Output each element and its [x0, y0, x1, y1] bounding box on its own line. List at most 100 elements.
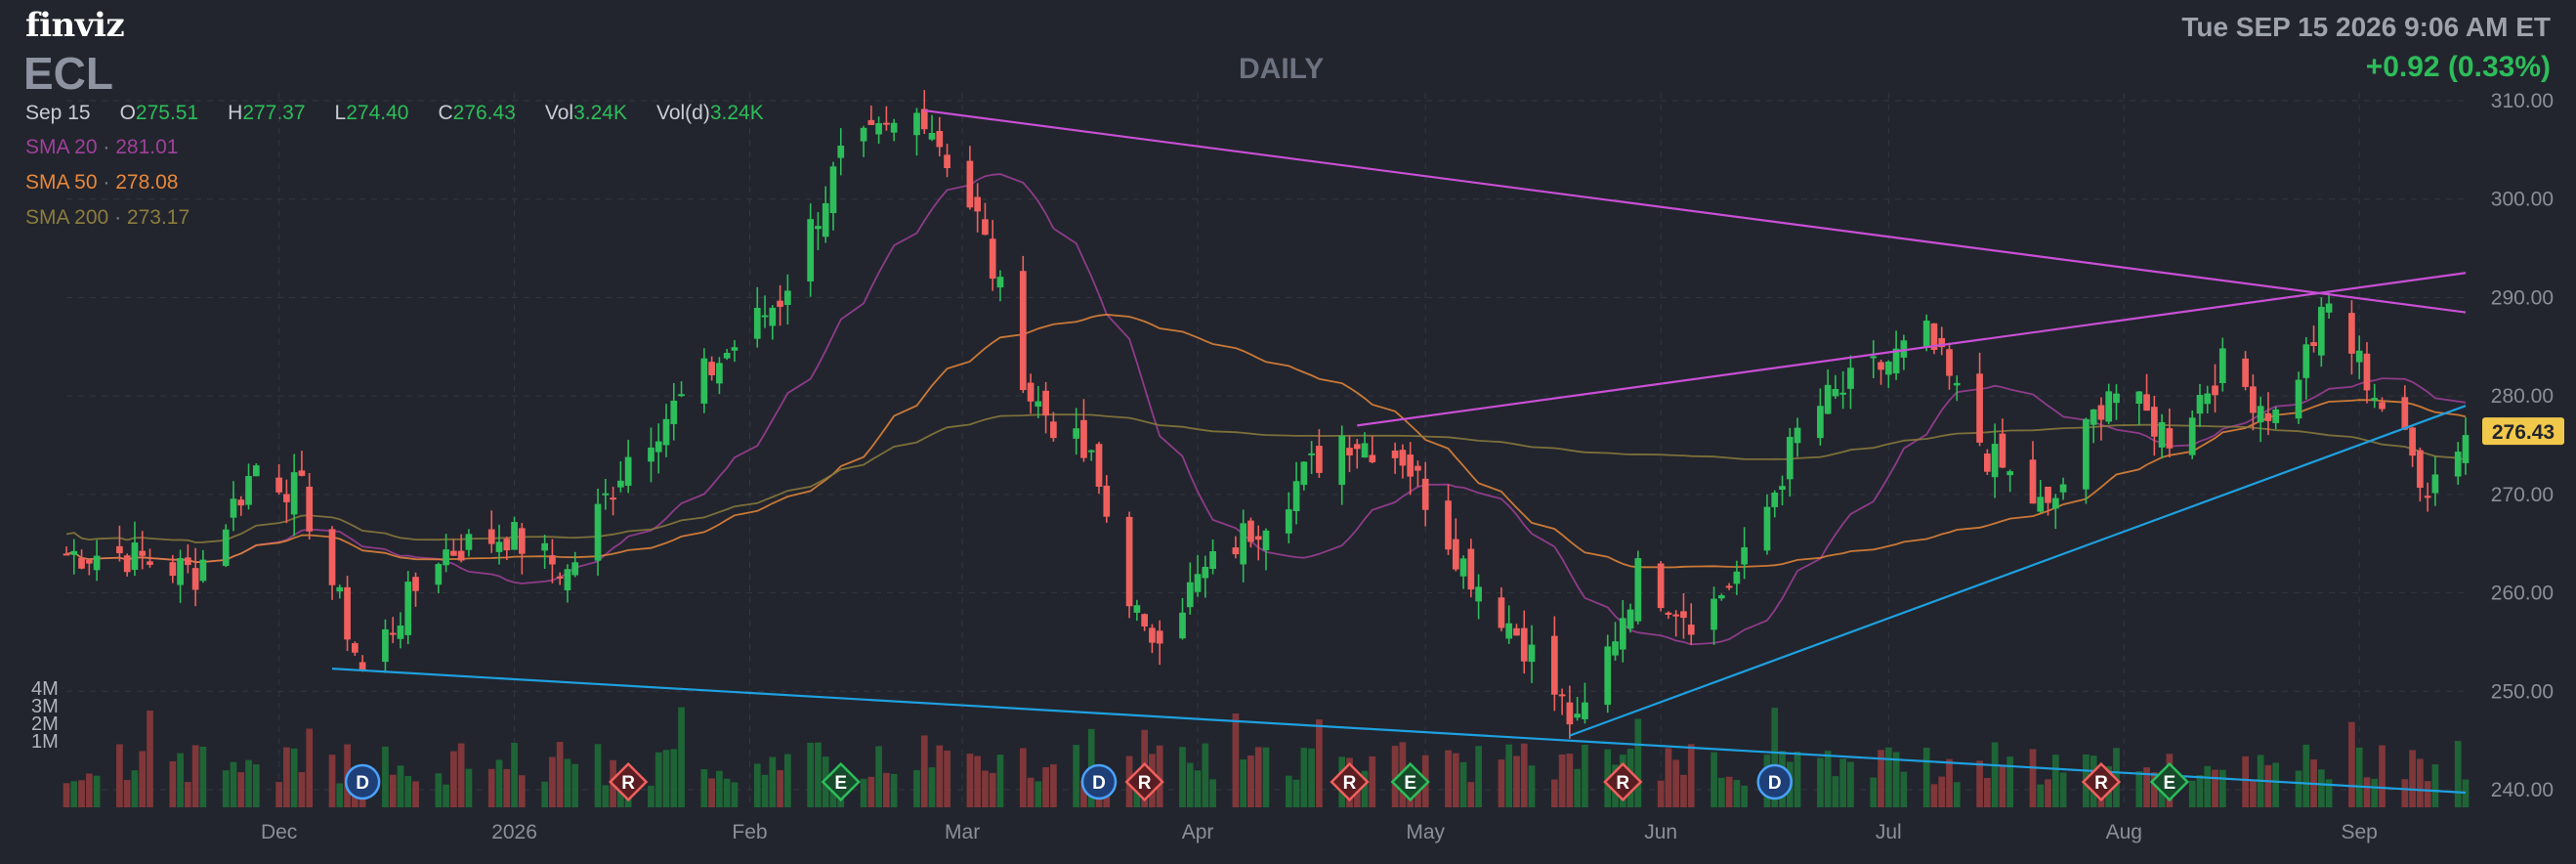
volume-bar — [1991, 742, 1999, 807]
volume-bar — [1300, 748, 1308, 807]
blue-trendline[interactable] — [1569, 405, 2467, 737]
volume-bar — [63, 783, 70, 807]
volume-bar — [70, 781, 78, 807]
volume-bar — [966, 754, 974, 807]
candle-body — [1999, 433, 2006, 468]
volume-bar — [2037, 784, 2045, 807]
candle-body — [1634, 558, 1642, 622]
event-marker-r[interactable]: R — [2081, 761, 2122, 802]
event-marker-d[interactable]: D — [1080, 763, 1118, 800]
rating-icon — [1603, 761, 1643, 802]
volume-bar — [1080, 780, 1087, 807]
candle-body — [936, 131, 944, 148]
volume-bar — [731, 782, 739, 807]
x-tick-label: Feb — [732, 821, 767, 843]
event-marker-r[interactable]: R — [1603, 761, 1643, 802]
candle-body — [670, 400, 678, 424]
event-letter: D — [1092, 773, 1106, 794]
candle-body — [2250, 386, 2257, 413]
volume-bar — [518, 775, 526, 807]
candle-body — [147, 561, 153, 565]
candle-body — [1582, 702, 1588, 719]
candle-body — [1619, 618, 1626, 650]
candle-body — [93, 555, 101, 571]
sma20-value: 281.01 — [115, 136, 179, 158]
candle-body — [1459, 558, 1467, 577]
volume-bar — [1574, 768, 1582, 807]
candle-body — [1528, 644, 1536, 663]
volume-bar — [1878, 750, 1884, 807]
chart-period[interactable]: DAILY — [1239, 53, 1325, 85]
event-marker-r[interactable]: R — [608, 761, 649, 802]
volume-bar — [2250, 779, 2257, 807]
rating-icon — [1330, 761, 1370, 802]
volume-bar — [1194, 770, 1202, 807]
x-tick-label: Mar — [945, 821, 980, 843]
event-marker-r[interactable]: R — [1124, 761, 1164, 802]
volume-bar — [1953, 782, 1961, 807]
volume-bar — [2424, 781, 2431, 807]
volume-bar — [700, 768, 708, 807]
event-marker-d[interactable]: D — [344, 763, 381, 800]
candle-body — [1892, 348, 1900, 373]
ohlc-readout: Sep 15 O 275.51 H 277.37 L 274.40 C 276.… — [25, 102, 764, 125]
candle-body — [1878, 362, 1884, 370]
volume-bar — [678, 707, 685, 807]
sma200-legend[interactable]: SMA 200 · 273.17 — [25, 206, 190, 229]
candle-body — [1771, 492, 1779, 507]
x-tick-label: Apr — [1182, 821, 1214, 843]
volume-bar — [1794, 752, 1801, 807]
sma50-value: 278.08 — [115, 171, 179, 194]
finviz-logo[interactable]: finviz — [25, 6, 125, 45]
candle-body — [298, 470, 306, 476]
candle-body — [2204, 393, 2212, 405]
volume-bar — [602, 785, 610, 807]
candle-body — [564, 569, 571, 591]
candle-body — [1202, 566, 1209, 579]
volume-bar — [1202, 743, 1209, 807]
quote-datetime: Tue SEP 15 2026 9:06 AM ET — [2181, 12, 2551, 42]
volume-bar — [237, 772, 245, 807]
candle-body — [2401, 397, 2409, 430]
candle-body — [2150, 407, 2158, 437]
candle-body — [2379, 402, 2386, 410]
event-marker-d[interactable]: D — [1756, 763, 1793, 800]
volume-bar — [1353, 782, 1361, 807]
volume-bar — [928, 767, 936, 807]
candle-body — [1520, 627, 1528, 662]
volume-bar — [2325, 779, 2333, 807]
candle-body — [1794, 427, 1801, 444]
volume-bar — [2363, 777, 2371, 807]
candle-body — [807, 219, 815, 281]
candle-body — [1824, 384, 1832, 414]
volume-bar — [875, 746, 882, 807]
event-marker-e[interactable]: E — [2149, 761, 2190, 802]
sma20-legend[interactable]: SMA 20 · 281.01 — [25, 136, 179, 158]
candle-body — [1566, 702, 1574, 725]
candle-body — [1930, 323, 1938, 351]
volume-bar — [1566, 754, 1574, 807]
sma200-line — [65, 413, 2467, 543]
candle-body — [1832, 388, 1839, 397]
candle-body — [1186, 582, 1194, 608]
volume-bar — [1741, 785, 1748, 807]
price-change: +0.92 (0.33%) — [2365, 51, 2551, 83]
volume-bar — [1498, 759, 1505, 807]
ohlc-date: Sep 15 — [25, 102, 91, 124]
candle-body — [1900, 340, 1908, 358]
volume-bar — [2295, 770, 2302, 807]
event-marker-r[interactable]: R — [1330, 761, 1370, 802]
volume-bar — [1513, 756, 1520, 807]
volume-bar — [1019, 748, 1027, 807]
event-marker-e[interactable]: E — [1390, 761, 1430, 802]
candle-body — [2218, 348, 2226, 383]
event-marker-e[interactable]: E — [821, 761, 861, 802]
volume-bar — [306, 728, 314, 807]
volume-bar — [1042, 767, 1049, 807]
candle-body — [655, 441, 662, 453]
sma50-legend[interactable]: SMA 50 · 278.08 — [25, 171, 179, 194]
magenta-trendline[interactable] — [1357, 272, 2467, 427]
volume-bar — [2051, 755, 2059, 807]
magenta-trendline[interactable] — [924, 108, 2467, 314]
